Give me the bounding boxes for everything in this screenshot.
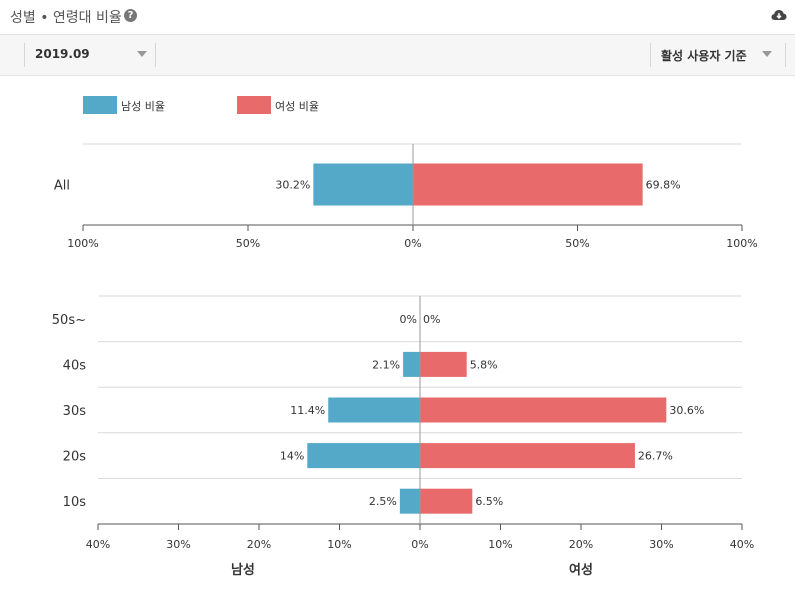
male-data-label: 2.1%: [372, 358, 400, 371]
x-tick-label: 30%: [649, 538, 673, 551]
divider: [650, 43, 651, 67]
category-label: 50s~: [52, 313, 86, 328]
legend-swatch: [237, 96, 271, 114]
male-bar: [403, 351, 420, 377]
period-dropdown[interactable]: 2019.09: [25, 35, 155, 75]
female-data-label: 26.7%: [638, 450, 673, 463]
question-circle-icon[interactable]: ?: [124, 9, 137, 22]
chevron-down-icon: [762, 51, 772, 57]
male-data-label: 0%: [400, 313, 417, 326]
divider: [155, 43, 156, 67]
female-bar: [413, 163, 643, 206]
female-data-label: 30.6%: [669, 404, 704, 417]
x-tick-label: 0%: [411, 538, 428, 551]
widget-title: 성별 • 연령대 비율: [10, 10, 122, 26]
male-data-label: 11.4%: [290, 404, 325, 417]
filter-toolbar: 2019.09 활성 사용자 기준: [0, 34, 795, 76]
period-value: 2019.09: [35, 47, 90, 61]
female-data-label: 6.5%: [475, 495, 503, 508]
legend-swatch: [83, 96, 117, 114]
female-data-label: 0%: [423, 313, 440, 326]
x-tick-label: 20%: [569, 538, 593, 551]
x-tick-label: 10%: [488, 538, 512, 551]
chevron-down-icon: [137, 51, 147, 57]
female-axis-label: 여성: [569, 562, 593, 578]
x-tick-label: 100%: [726, 237, 757, 250]
category-label: All: [54, 179, 70, 194]
legend-label: 남성 비율: [121, 100, 165, 113]
category-label: 40s: [63, 358, 87, 373]
widget-header: 성별 • 연령대 비율 ?: [0, 0, 795, 34]
male-bar: [399, 488, 420, 514]
basis-value: 활성 사용자 기준: [661, 49, 747, 63]
basis-dropdown[interactable]: 활성 사용자 기준: [651, 35, 785, 75]
legend-label: 여성 비율: [275, 100, 319, 113]
cloud-download-icon[interactable]: [771, 8, 787, 22]
x-tick-label: 40%: [86, 538, 110, 551]
female-bar: [420, 351, 467, 377]
x-tick-label: 50%: [565, 237, 589, 250]
x-tick-label: 50%: [236, 237, 260, 250]
male-data-label: 30.2%: [275, 179, 310, 192]
divider: [24, 43, 25, 67]
category-label: 30s: [63, 404, 87, 419]
female-bar: [420, 443, 635, 469]
female-data-label: 5.8%: [470, 358, 498, 371]
category-label: 10s: [63, 495, 87, 510]
female-bar: [420, 488, 473, 514]
x-tick-label: 40%: [730, 538, 754, 551]
divider: [785, 43, 786, 67]
female-data-label: 69.8%: [646, 179, 681, 192]
male-data-label: 14%: [280, 450, 304, 463]
x-tick-label: 20%: [247, 538, 271, 551]
male-axis-label: 남성: [231, 562, 255, 578]
category-label: 20s: [63, 450, 87, 465]
female-bar: [420, 397, 667, 423]
x-tick-label: 100%: [67, 237, 98, 250]
male-data-label: 2.5%: [369, 495, 397, 508]
x-tick-label: 30%: [166, 538, 190, 551]
x-tick-label: 0%: [404, 237, 421, 250]
male-bar: [307, 443, 420, 469]
male-bar: [328, 397, 420, 423]
x-tick-label: 10%: [327, 538, 351, 551]
male-bar: [313, 163, 413, 206]
